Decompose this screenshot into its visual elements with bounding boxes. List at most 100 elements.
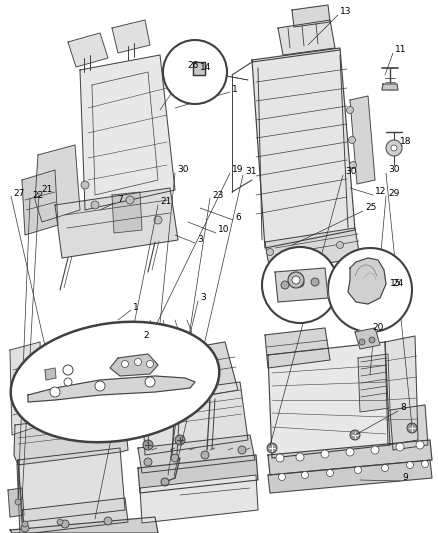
Polygon shape: [292, 5, 330, 27]
Polygon shape: [18, 448, 125, 522]
Polygon shape: [35, 145, 80, 222]
Circle shape: [91, 201, 99, 209]
Text: 29: 29: [388, 189, 399, 198]
Circle shape: [50, 387, 60, 397]
Circle shape: [238, 446, 246, 454]
Text: 27: 27: [13, 189, 25, 198]
Circle shape: [350, 430, 360, 440]
Circle shape: [143, 440, 153, 450]
Text: 3: 3: [197, 236, 203, 245]
Circle shape: [201, 451, 209, 459]
Text: 20: 20: [372, 324, 383, 333]
Circle shape: [276, 454, 284, 462]
Polygon shape: [278, 20, 335, 55]
Circle shape: [301, 472, 308, 479]
Circle shape: [391, 145, 397, 151]
Circle shape: [95, 381, 105, 391]
Circle shape: [63, 365, 73, 375]
Circle shape: [22, 521, 28, 527]
Polygon shape: [45, 368, 56, 380]
Circle shape: [346, 448, 354, 456]
Text: 30: 30: [177, 166, 188, 174]
Circle shape: [61, 520, 69, 528]
Polygon shape: [22, 170, 58, 235]
Circle shape: [296, 279, 304, 287]
Circle shape: [145, 377, 155, 387]
Text: 31: 31: [245, 167, 257, 176]
Text: 10: 10: [218, 225, 230, 235]
Circle shape: [163, 40, 227, 104]
Polygon shape: [390, 405, 428, 450]
Circle shape: [57, 519, 63, 525]
Circle shape: [354, 466, 361, 473]
Circle shape: [421, 461, 428, 467]
Circle shape: [144, 458, 152, 466]
Text: 14: 14: [200, 63, 212, 72]
Text: 19: 19: [232, 166, 244, 174]
Circle shape: [21, 524, 29, 532]
Circle shape: [381, 464, 389, 472]
Text: 1: 1: [232, 85, 238, 93]
Circle shape: [326, 470, 333, 477]
Text: 7: 7: [117, 196, 123, 205]
Text: 1: 1: [133, 303, 139, 311]
Circle shape: [359, 339, 365, 345]
Polygon shape: [14, 413, 128, 465]
Polygon shape: [350, 96, 375, 184]
Circle shape: [346, 107, 353, 114]
Circle shape: [134, 359, 141, 366]
Text: 9: 9: [402, 473, 408, 482]
Text: 18: 18: [400, 138, 411, 147]
Polygon shape: [80, 55, 175, 210]
Text: 15: 15: [390, 279, 402, 287]
Circle shape: [416, 441, 424, 449]
Polygon shape: [28, 376, 195, 402]
Circle shape: [146, 360, 153, 367]
Circle shape: [288, 272, 304, 288]
Circle shape: [15, 499, 21, 505]
Text: 11: 11: [395, 45, 406, 54]
Polygon shape: [358, 354, 390, 412]
Circle shape: [64, 378, 72, 386]
Text: 13: 13: [340, 7, 352, 17]
Polygon shape: [68, 33, 108, 67]
Ellipse shape: [11, 322, 219, 442]
Circle shape: [161, 478, 169, 486]
Polygon shape: [265, 228, 360, 272]
Polygon shape: [55, 188, 178, 258]
Text: 21: 21: [160, 198, 171, 206]
Text: 22: 22: [32, 190, 43, 199]
Text: 30: 30: [345, 167, 357, 176]
Polygon shape: [10, 517, 158, 533]
Polygon shape: [142, 382, 248, 455]
Polygon shape: [112, 192, 142, 233]
Circle shape: [126, 196, 134, 204]
Polygon shape: [140, 475, 258, 523]
Polygon shape: [382, 84, 398, 90]
Polygon shape: [268, 342, 390, 458]
Circle shape: [406, 462, 413, 469]
Circle shape: [311, 278, 319, 286]
Circle shape: [81, 181, 89, 189]
Polygon shape: [252, 48, 355, 248]
Polygon shape: [112, 20, 150, 53]
Circle shape: [328, 248, 412, 332]
Circle shape: [369, 337, 375, 343]
Text: 26: 26: [187, 61, 198, 69]
Circle shape: [266, 248, 273, 255]
Text: 30: 30: [388, 166, 399, 174]
Circle shape: [321, 450, 329, 458]
Polygon shape: [17, 460, 25, 533]
Polygon shape: [193, 62, 205, 75]
Polygon shape: [138, 455, 258, 493]
Circle shape: [121, 360, 128, 367]
Polygon shape: [268, 460, 432, 493]
Text: 23: 23: [212, 190, 223, 199]
Circle shape: [281, 281, 289, 289]
Text: 8: 8: [400, 403, 406, 413]
Circle shape: [350, 161, 357, 168]
Polygon shape: [110, 354, 158, 376]
Circle shape: [349, 136, 356, 143]
Circle shape: [407, 423, 417, 433]
Text: 12: 12: [375, 188, 386, 197]
